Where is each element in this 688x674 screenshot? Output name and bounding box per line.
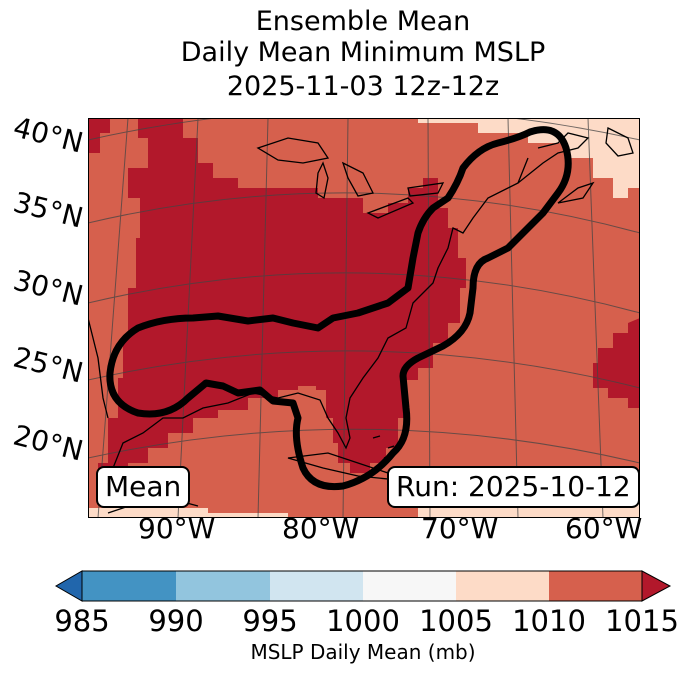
parallel-40	[88, 118, 640, 141]
colorbar-tick-995: 995	[242, 604, 298, 638]
great-lakes-superior	[256, 137, 330, 164]
colorbar-tick-985: 985	[54, 604, 110, 638]
field-1000-1005-northeast	[418, 118, 640, 198]
lon-label-80: 80°W	[282, 512, 360, 545]
colorbar-segment-1005-1010	[456, 571, 549, 601]
great-lakes-erie	[366, 197, 415, 219]
meridian-90	[97, 118, 129, 518]
lon-label-60: 60°W	[565, 512, 643, 545]
meridian-65	[507, 118, 519, 518]
mean-badge: Mean	[96, 466, 191, 508]
colorbar-segment-1000-1005	[363, 571, 456, 601]
colorbar-tick-990: 990	[148, 604, 204, 638]
colorbar-extend-high	[641, 570, 672, 602]
title-line-3: 2025-11-03 12z-12z	[226, 71, 500, 102]
nova-scotia	[557, 181, 595, 204]
field-below-1005-northwest	[88, 118, 110, 153]
colorbar	[54, 570, 672, 602]
parallel-35	[88, 192, 640, 234]
coastlines	[88, 127, 634, 514]
mslp-contour-1005	[106, 126, 572, 491]
colorbar-segment-990-995	[176, 571, 270, 601]
mexico-coast	[88, 317, 109, 419]
colorbar-label: MSLP Daily Mean (mb)	[250, 640, 476, 664]
lat-label-25: 25°N	[10, 340, 87, 390]
colorbar-segment-995-1000	[270, 571, 363, 601]
great-lakes-michigan	[315, 161, 329, 200]
colorbar-frame	[81, 570, 643, 602]
newfoundland	[605, 127, 634, 157]
parallel-25	[88, 350, 640, 389]
field-1000-1005-southwest	[88, 508, 288, 518]
title-line-2: Daily Mean Minimum MSLP	[180, 37, 546, 68]
colorbar-extend-low	[54, 570, 83, 602]
parallel-30	[88, 272, 640, 314]
colorbar-segment-985-990	[82, 571, 176, 601]
colorbar-tick-1015: 1015	[605, 604, 679, 638]
lat-label-20: 20°N	[10, 418, 87, 468]
lat-label-30: 30°N	[10, 263, 87, 313]
lat-label-35: 35°N	[10, 185, 87, 235]
map-frame	[88, 118, 640, 518]
lon-label-90: 90°W	[138, 512, 216, 545]
field-below-1005	[98, 118, 466, 498]
mslp-map	[88, 118, 640, 518]
lon-label-70: 70°W	[421, 512, 499, 545]
colorbar-tick-1010: 1010	[512, 604, 586, 638]
colorbar-tick-1000: 1000	[326, 604, 400, 638]
meridian-60	[587, 118, 604, 518]
run-badge: Run: 2025-10-12	[387, 466, 640, 508]
lat-label-40: 40°N	[10, 110, 87, 160]
colorbar-tick-1005: 1005	[419, 604, 493, 638]
east-coast	[107, 157, 529, 499]
title-line-1: Ensemble Mean	[255, 6, 471, 37]
parallel-20	[88, 428, 640, 464]
colorbar-segment-1010-1015	[549, 571, 642, 601]
great-lakes-huron	[341, 161, 374, 197]
great-lakes-ontario	[407, 182, 445, 197]
